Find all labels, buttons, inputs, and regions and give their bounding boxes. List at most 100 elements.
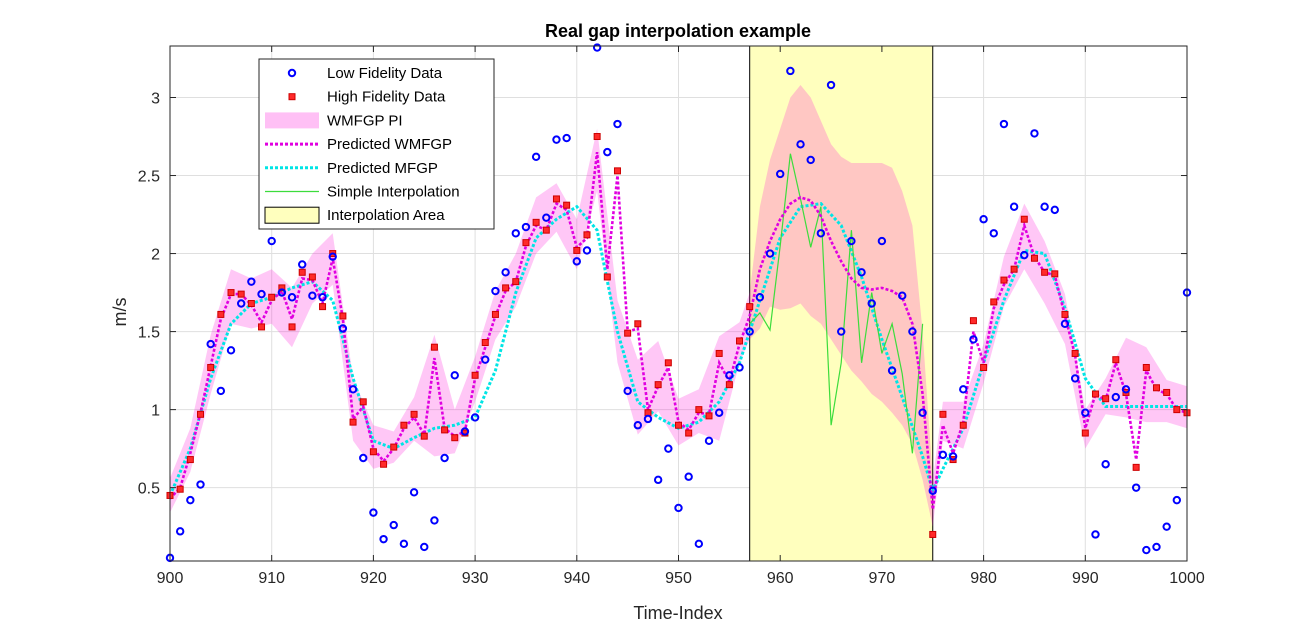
legend-item: High Fidelity Data	[288, 89, 446, 106]
high-fidelity-point	[512, 278, 520, 286]
low-fidelity-point	[1050, 205, 1059, 215]
high-fidelity-point	[990, 298, 998, 306]
high-fidelity-point	[675, 421, 682, 429]
high-fidelity-point	[532, 218, 540, 226]
legend: Low Fidelity Data High Fidelity Data WMFGP…	[258, 58, 495, 230]
high-fidelity-point	[1132, 463, 1140, 471]
legend-label: Interpolation Area	[327, 207, 445, 224]
high-fidelity-point	[969, 317, 977, 325]
predicted-mfgp-line	[168, 201, 1187, 497]
legend-low-fidelity-marker	[287, 68, 297, 78]
low-fidelity-point	[989, 229, 998, 238]
low-fidelity-point	[1111, 392, 1121, 402]
high-fidelity-point	[715, 349, 723, 357]
low-fidelity-point	[704, 436, 714, 446]
low-fidelity-point	[908, 327, 917, 336]
legend-item: Simple Interpolation	[265, 184, 460, 201]
low-fidelity-point	[979, 215, 988, 224]
low-fidelity-point	[623, 386, 632, 396]
high-fidelity-point	[186, 456, 194, 464]
high-fidelity-point	[400, 421, 408, 429]
high-fidelity-point	[298, 268, 306, 276]
legend-label: Simple Interpolation	[327, 184, 460, 201]
high-fidelity-point	[1112, 356, 1120, 364]
high-fidelity-point	[593, 133, 601, 141]
high-fidelity-point	[1173, 406, 1181, 414]
low-fidelity-point	[1162, 522, 1171, 531]
high-fidelity-point	[959, 421, 967, 429]
low-fidelity-point	[765, 249, 775, 258]
x-tick-label: 950	[665, 570, 692, 587]
low-fidelity-point	[196, 480, 205, 489]
low-fidelity-point	[552, 135, 561, 144]
low-fidelity-point	[470, 413, 480, 422]
y-tick-label: 1.5	[138, 325, 160, 342]
low-fidelity-point	[857, 268, 866, 277]
low-fidelity-point	[348, 385, 358, 394]
low-fidelity-point	[1131, 483, 1141, 492]
high-fidelity-point	[1163, 388, 1171, 396]
high-fidelity-point	[542, 226, 550, 234]
high-fidelity-point	[929, 530, 937, 538]
legend-label: High Fidelity Data	[327, 89, 446, 106]
y-tick-label: 1	[151, 403, 160, 420]
low-fidelity-point	[440, 453, 449, 463]
high-fidelity-point	[410, 410, 418, 418]
low-fidelity-point	[226, 346, 236, 355]
high-fidelity-point	[258, 323, 266, 331]
high-fidelity-point	[197, 410, 205, 418]
low-fidelity-point	[826, 80, 836, 90]
high-fidelity-point	[380, 460, 388, 468]
legend-label: Predicted MFGP	[327, 160, 438, 177]
high-fidelity-point	[1081, 429, 1089, 437]
low-fidelity-point	[1172, 495, 1182, 505]
high-fidelity-point	[746, 303, 754, 311]
high-fidelity-point	[176, 485, 184, 493]
low-fidelity-point	[1030, 129, 1039, 138]
high-fidelity-point	[613, 167, 621, 175]
low-fidelity-point	[216, 386, 226, 396]
x-tick-label: 980	[970, 570, 997, 587]
high-fidelity-point	[1091, 390, 1099, 398]
low-fidelity-point	[359, 453, 368, 463]
x-tick-label: 960	[767, 570, 794, 587]
high-fidelity-point	[1000, 276, 1008, 284]
low-fidelity-point	[613, 119, 622, 129]
low-fidelity-point	[389, 520, 398, 530]
x-tick-label: 1000	[1169, 570, 1205, 587]
low-fidelity-point	[1070, 374, 1080, 383]
y-tick-label: 3	[151, 91, 160, 108]
high-fidelity-point	[603, 273, 611, 281]
low-fidelity-point	[236, 299, 246, 308]
legend-high-fidelity-marker	[288, 93, 296, 101]
high-fidelity-point	[308, 273, 316, 281]
low-fidelity-point	[1101, 460, 1110, 469]
high-fidelity-point	[634, 320, 642, 328]
low-fidelity-point	[603, 147, 612, 157]
wmfgp-prediction-interval	[170, 85, 1187, 527]
high-fidelity-point	[685, 429, 693, 437]
x-tick-label: 930	[462, 570, 489, 587]
legend-area-patch	[264, 206, 320, 224]
low-fidelity-point	[877, 236, 887, 246]
legend-item: Predicted MFGP	[265, 160, 438, 177]
y-axis-title: m/s	[110, 298, 130, 327]
low-fidelity-point	[175, 527, 185, 536]
high-fidelity-point	[207, 363, 215, 371]
high-fidelity-point	[552, 195, 560, 203]
x-tick-label: 920	[360, 570, 387, 587]
high-fidelity-point	[491, 310, 499, 318]
low-fidelity-point	[206, 339, 215, 349]
low-fidelity-point	[267, 236, 276, 246]
high-fidelity-point	[705, 412, 713, 420]
x-tick-label: 900	[157, 570, 184, 587]
low-fidelity-point	[928, 486, 937, 495]
x-tick-label: 990	[1072, 570, 1099, 587]
high-fidelity-point	[725, 381, 733, 389]
legend-box	[258, 58, 495, 230]
simple-interpolation-line	[749, 153, 924, 454]
chart-title: Real gap interpolation example	[545, 21, 811, 41]
low-fidelity-point	[1152, 542, 1161, 552]
low-fidelity-point	[816, 229, 826, 238]
